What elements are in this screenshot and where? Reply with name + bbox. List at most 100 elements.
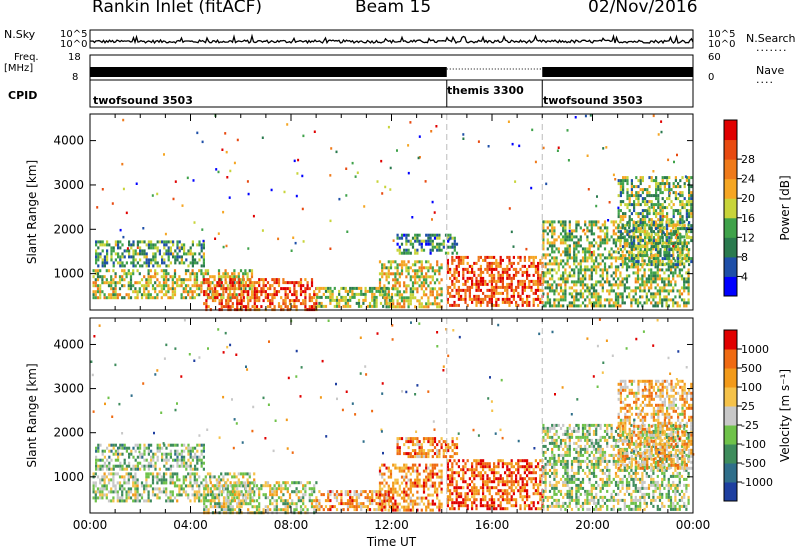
velocity-cell-0-172 <box>172 443 175 447</box>
power-cell-2-299 <box>310 305 314 309</box>
power-cell-0-52 <box>117 252 120 256</box>
velocity-cell-2-120 <box>244 499 248 503</box>
power-cell-5-53 <box>427 233 430 237</box>
velocity-cell-1-93 <box>125 496 128 500</box>
power-cell-3-116 <box>375 298 378 302</box>
power-cell-7-430 <box>599 235 602 239</box>
power-cell-7-423 <box>597 292 600 296</box>
power-cell-3-2 <box>316 295 319 299</box>
velocity-cell-4-102 <box>403 499 406 503</box>
power-cell-6-303 <box>515 285 518 289</box>
power-cell-2-203 <box>275 281 278 285</box>
power-cell-4-13 <box>383 263 386 267</box>
power-cell-7-137 <box>559 295 563 299</box>
power-cell-6-152 <box>482 282 485 286</box>
power-cell-6-262 <box>506 273 509 277</box>
velocity-cell-1-17 <box>96 496 100 500</box>
velocity-cell-3-9 <box>320 505 323 509</box>
velocity-cell-1-175 <box>156 496 159 500</box>
velocity-cell-3-11 <box>322 508 325 512</box>
power-cell-4-137 <box>411 296 415 300</box>
velocity-cell-4-85 <box>398 508 401 512</box>
power-cell-7-522 <box>612 277 615 281</box>
power-cell-7-558 <box>617 292 620 296</box>
power-cell-8-551 <box>690 212 693 216</box>
power-cell-8-317 <box>659 203 662 207</box>
power-speckle-132 <box>608 201 611 204</box>
power-cell-0-54 <box>117 261 120 265</box>
velocity-cell-2-288 <box>308 481 311 485</box>
velocity-cell-1-325 <box>220 484 223 488</box>
velocity-cell-0-80 <box>128 464 131 468</box>
power-cell-4-83 <box>398 305 401 309</box>
power-cell-7-575 <box>619 295 622 299</box>
power-cell-7-174 <box>564 280 567 284</box>
power-cell-7-867 <box>658 298 662 302</box>
power-cell-2-194 <box>273 278 276 282</box>
velocity-cell-1-282 <box>202 478 205 482</box>
power-cell-8-32 <box>622 179 625 183</box>
power-cell-2-136 <box>253 290 256 294</box>
power-cell-7-499 <box>608 304 611 308</box>
power-cell-1-18 <box>96 278 100 282</box>
velocity-cell-0-247 <box>202 455 205 459</box>
velocity-cell-0-196 <box>183 443 186 447</box>
velocity-cell-3-32 <box>335 499 339 503</box>
power-cell-8-357 <box>663 227 666 231</box>
power-cell-1-25 <box>99 284 102 288</box>
power-cell-1-327 <box>222 275 225 279</box>
velocity-cell-0-47 <box>114 452 117 456</box>
power-cell-8-550 <box>690 209 693 213</box>
power-cell-2-252 <box>293 302 296 306</box>
power-cell-1-147 <box>149 278 152 282</box>
velocity-cell-0-42 <box>112 452 115 456</box>
power-cell-4-207 <box>429 281 432 285</box>
power-cell-1-56 <box>112 281 115 285</box>
power-cell-7-61 <box>548 301 552 305</box>
power-cell-4-90 <box>400 296 404 300</box>
power-cell-7-835 <box>656 247 659 251</box>
power-cell-6-145 <box>479 297 482 301</box>
power-cell-8-206 <box>646 191 649 195</box>
velocity-cell-0-25 <box>103 464 106 468</box>
power-cell-4-228 <box>436 263 439 267</box>
power-cell-7-766 <box>647 241 651 245</box>
velocity-cell-2-106 <box>238 505 241 509</box>
power-cell-7-361 <box>590 226 593 230</box>
power-cell-8-211 <box>646 212 649 216</box>
power-cell-7-3 <box>542 229 545 233</box>
power-cell-0-1 <box>95 243 98 247</box>
power-cell-7-1002 <box>678 256 681 260</box>
velocity-cell-1-172 <box>156 481 159 485</box>
power-cell-8-4 <box>617 212 620 216</box>
power-cell-7-500 <box>610 220 613 224</box>
velocity-cell-4-39 <box>387 493 390 497</box>
velocity-cell-2-148 <box>255 508 259 512</box>
velocity-cell-2-170 <box>266 481 270 485</box>
power-cell-0-82 <box>132 249 135 253</box>
velocity-cell-1-161 <box>151 478 155 482</box>
power-cell-8-375 <box>666 227 669 231</box>
velocity-cell-3-113 <box>377 490 380 494</box>
power-cell-2-257 <box>295 296 298 300</box>
power-cell-2-76 <box>231 293 234 297</box>
power-cell-0-49 <box>117 240 120 244</box>
power-cell-1-251 <box>191 272 194 276</box>
power-cell-2-10 <box>205 302 208 306</box>
velocity-cell-1-270 <box>195 493 199 497</box>
power-cell-8-280 <box>655 221 658 225</box>
power-cell-7-462 <box>603 232 607 236</box>
power-cell-1-73 <box>118 278 122 282</box>
velocity-cell-1-241 <box>184 490 188 494</box>
velocity-cell-1-180 <box>158 496 161 500</box>
power-cell-7-41 <box>546 286 549 290</box>
velocity-cell-2-33 <box>214 496 217 500</box>
power-cell-4-117 <box>407 299 410 303</box>
velocity-cell-1-283 <box>202 484 205 488</box>
freq-label: Freq. <box>14 52 39 63</box>
power-cell-0-76 <box>130 243 133 247</box>
power-cell-6-247 <box>501 282 504 286</box>
power-cell-6-76 <box>464 279 467 283</box>
power-cell-7-931 <box>667 292 670 296</box>
power-cell-4-250 <box>440 299 443 303</box>
